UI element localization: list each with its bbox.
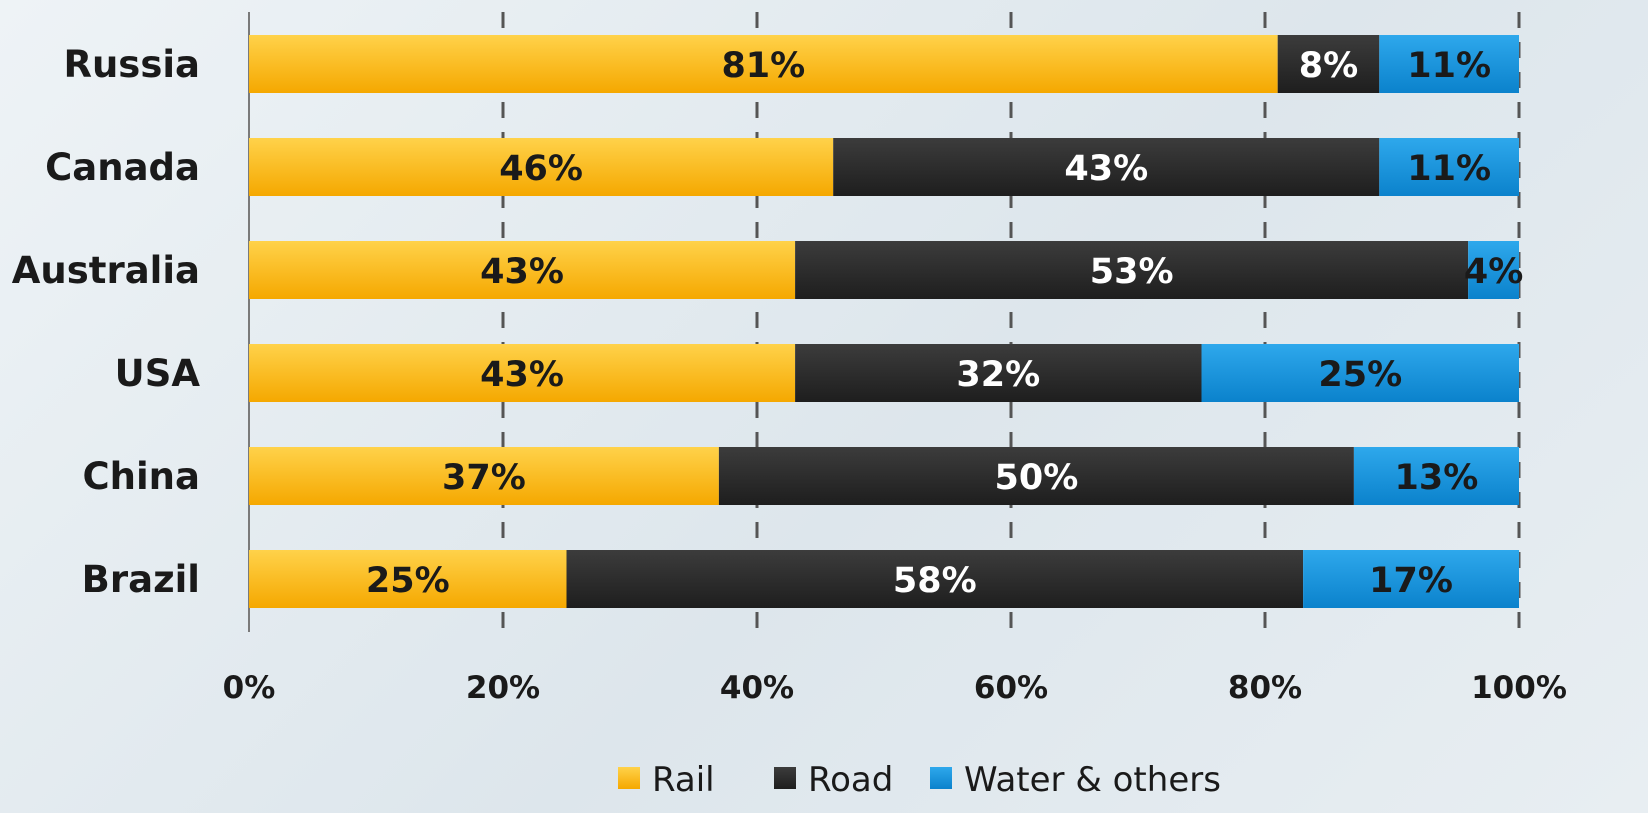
data-label: 4% <box>1464 252 1523 292</box>
legend-label: Rail <box>652 760 715 800</box>
data-label: 11% <box>1407 46 1491 86</box>
data-label: 8% <box>1299 46 1358 86</box>
x-tick-label: 100% <box>1471 670 1567 706</box>
value-axis: 0% 20% 40% 60% 80% 100% <box>223 670 1567 706</box>
bar-segment <box>1201 344 1519 402</box>
x-tick-label: 80% <box>1228 670 1302 706</box>
category-label: Australia <box>12 249 200 292</box>
bar-segment <box>249 550 567 608</box>
bar-segment <box>795 344 1202 402</box>
category-label: Brazil <box>82 558 200 601</box>
category-label: Canada <box>45 146 200 189</box>
bar-segment <box>718 447 1354 505</box>
category-label: USA <box>115 352 201 395</box>
bar-segment <box>1277 35 1380 93</box>
data-label: 58% <box>893 561 977 601</box>
x-tick-label: 40% <box>720 670 794 706</box>
bar-segment <box>566 550 1304 608</box>
x-tick-label: 20% <box>466 670 540 706</box>
bar-segment <box>1379 35 1519 93</box>
x-tick-label: 60% <box>974 670 1048 706</box>
bar-segment <box>249 241 796 299</box>
category-label: Russia <box>63 43 200 86</box>
bar-segment <box>833 138 1380 196</box>
bar-segment <box>1353 447 1519 505</box>
data-label: 17% <box>1369 561 1453 601</box>
legend-swatch <box>930 767 952 789</box>
data-label: 25% <box>366 561 450 601</box>
legend-label: Road <box>808 760 893 800</box>
data-label: 11% <box>1407 149 1491 189</box>
data-label: 43% <box>480 252 564 292</box>
category-axis: Russia Canada Australia USA China Brazil <box>12 43 201 601</box>
bars <box>249 35 1519 608</box>
x-tick-label: 0% <box>223 670 276 706</box>
legend: Rail Road Water & others <box>618 760 1221 800</box>
data-label: 81% <box>721 46 805 86</box>
bar-segment <box>249 447 719 505</box>
data-label: 13% <box>1395 458 1479 498</box>
gridlines <box>248 12 1521 632</box>
data-label: 53% <box>1090 252 1174 292</box>
data-label: 46% <box>499 149 583 189</box>
category-label: China <box>83 455 201 498</box>
data-label: 43% <box>1064 149 1148 189</box>
data-label: 43% <box>480 355 564 395</box>
bar-segment <box>249 35 1278 93</box>
bar-segment <box>1468 241 1519 299</box>
legend-label: Water & others <box>964 760 1221 800</box>
bar-segment <box>1379 138 1519 196</box>
data-labels: 81% 8% 11% 46% 43% 11% 43% 53% 4% 43% 32% 25% 37% 50%… <box>366 46 1523 601</box>
data-label: 32% <box>956 355 1040 395</box>
data-label: 50% <box>995 458 1079 498</box>
data-label: 25% <box>1318 355 1402 395</box>
bar-segment <box>795 241 1469 299</box>
legend-swatch <box>618 767 640 789</box>
legend-swatch <box>774 767 796 789</box>
bar-segment <box>249 138 834 196</box>
data-label: 37% <box>442 458 526 498</box>
bar-segment <box>1303 550 1519 608</box>
bar-segment <box>249 344 796 402</box>
